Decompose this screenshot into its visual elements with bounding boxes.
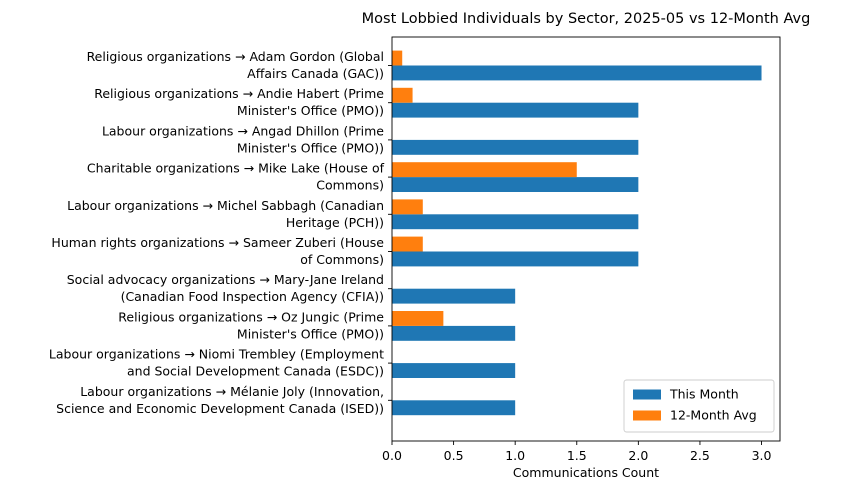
x-tick-label-1: 0.5 — [444, 448, 464, 463]
bar-this-month-8 — [392, 363, 516, 378]
y-tick-label-line: Minister's Office (PMO)) — [237, 103, 384, 118]
y-tick-label-line: Science and Economic Development Canada … — [56, 401, 384, 416]
bar-this-month-3 — [392, 177, 639, 192]
y-tick-label-0: Religious organizations → Adam Gordon (G… — [87, 49, 384, 81]
y-tick-label-line: and Social Development Canada (ESDC)) — [127, 364, 384, 379]
y-tick-label-line: Commons) — [316, 178, 384, 193]
y-tick-label-line: Religious organizations → Adam Gordon (G… — [87, 49, 384, 64]
y-tick-label-line: Minister's Office (PMO)) — [237, 326, 384, 341]
y-tick-label-line: Religious organizations → Oz Jungic (Pri… — [118, 309, 384, 324]
legend-swatch-0 — [633, 389, 661, 400]
chart-title: Most Lobbied Individuals by Sector, 2025… — [362, 11, 811, 27]
y-tick-label-line: of Commons) — [300, 252, 384, 267]
y-tick-label-line: Affairs Canada (GAC)) — [247, 66, 384, 81]
y-tick-label-2: Labour organizations → Angad Dhillon (Pr… — [102, 123, 384, 155]
bars-group — [392, 50, 762, 416]
legend-swatch-1 — [633, 410, 661, 421]
y-tick-label-3: Charitable organizations → Mike Lake (Ho… — [87, 161, 385, 193]
bar-12-month-avg-4 — [392, 199, 423, 215]
x-tick-label-3: 1.5 — [567, 448, 587, 463]
y-tick-label-line: Minister's Office (PMO)) — [237, 140, 384, 155]
y-tick-label-line: Labour organizations → Mélanie Joly (Inn… — [80, 384, 384, 399]
bar-12-month-avg-5 — [392, 236, 423, 252]
bar-this-month-4 — [392, 214, 639, 230]
y-tick-label-line: Human rights organizations → Sameer Zube… — [51, 235, 384, 250]
bar-12-month-avg-0 — [392, 50, 403, 66]
x-axis-label: Communications Count — [513, 465, 659, 480]
y-tick-label-line: Labour organizations → Niomi Trembley (E… — [49, 347, 384, 362]
y-tick-label-9: Labour organizations → Mélanie Joly (Inn… — [56, 384, 384, 416]
bar-this-month-5 — [392, 251, 639, 267]
y-tick-label-5: Human rights organizations → Sameer Zube… — [51, 235, 384, 267]
y-tick-label-6: Social advocacy organizations → Mary-Jan… — [67, 272, 384, 304]
bar-this-month-1 — [392, 102, 639, 118]
y-tick-label-4: Labour organizations → Michel Sabbagh (C… — [67, 198, 384, 230]
bar-this-month-9 — [392, 400, 516, 416]
x-tick-labels: 0.0 0.5 1.0 1.5 2.0 2.5 3.0 — [382, 441, 772, 463]
y-tick-label-line: Religious organizations → Andie Habert (… — [94, 86, 384, 101]
x-tick-label-5: 2.5 — [690, 448, 710, 463]
bar-12-month-avg-7 — [392, 311, 444, 326]
y-tick-label-line: Charitable organizations → Mike Lake (Ho… — [87, 161, 385, 176]
y-tick-label-line: (Canadian Food Inspection Agency (CFIA)) — [121, 289, 384, 304]
bar-this-month-2 — [392, 139, 639, 155]
bar-12-month-avg-3 — [392, 162, 577, 178]
y-tick-label-1: Religious organizations → Andie Habert (… — [94, 86, 384, 118]
legend-label-0: This Month — [669, 387, 739, 402]
bar-12-month-avg-1 — [392, 87, 413, 103]
y-tick-label-8: Labour organizations → Niomi Trembley (E… — [49, 347, 384, 379]
legend: This Month 12-Month Avg — [623, 379, 775, 433]
y-tick-label-line: Labour organizations → Angad Dhillon (Pr… — [102, 123, 384, 138]
y-tick-labels: Religious organizations → Adam Gordon (G… — [49, 49, 392, 416]
plot-frame — [391, 36, 781, 442]
x-tick-label-4: 2.0 — [628, 448, 648, 463]
x-tick-label-0: 0.0 — [382, 448, 402, 463]
legend-label-1: 12-Month Avg — [670, 408, 757, 423]
x-tick-label-2: 1.0 — [505, 448, 525, 463]
y-tick-label-line: Heritage (PCH)) — [286, 215, 384, 230]
bar-this-month-6 — [392, 288, 516, 304]
bar-this-month-0 — [392, 65, 762, 81]
bar-this-month-7 — [392, 325, 516, 341]
y-tick-label-line: Social advocacy organizations → Mary-Jan… — [67, 272, 384, 287]
legend-box — [623, 379, 775, 433]
x-tick-label-6: 3.0 — [752, 448, 772, 463]
y-tick-label-7: Religious organizations → Oz Jungic (Pri… — [118, 309, 384, 341]
y-tick-label-line: Labour organizations → Michel Sabbagh (C… — [67, 198, 384, 213]
